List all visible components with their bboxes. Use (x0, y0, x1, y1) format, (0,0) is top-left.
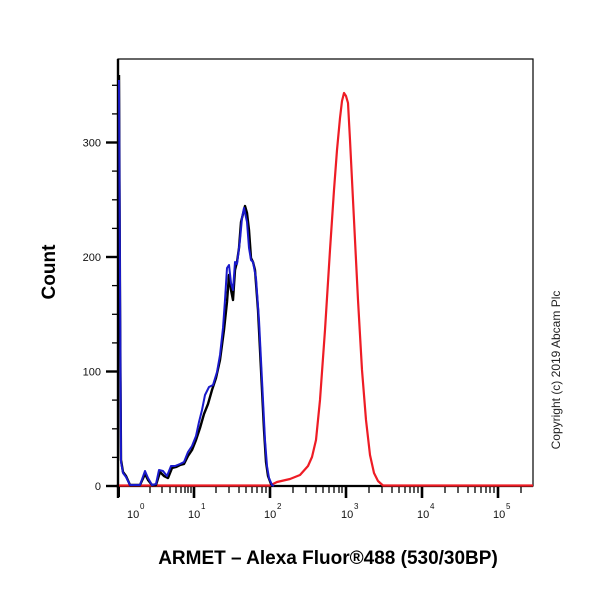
svg-text:10: 10 (264, 509, 276, 521)
series-armet-red (119, 91, 533, 487)
svg-text:1: 1 (201, 502, 206, 511)
plot-frame (117, 58, 534, 487)
y-axis-title: Count (39, 244, 60, 300)
y-axis-ticks (106, 84, 118, 488)
svg-text:3: 3 (354, 502, 359, 511)
svg-text:10: 10 (341, 509, 353, 521)
svg-text:10: 10 (127, 509, 139, 521)
copyright-annotation: Copyright (c) 2019 Abcam Plc (549, 291, 563, 450)
y-tick-200: 200 (83, 252, 101, 264)
svg-text:10: 10 (417, 509, 429, 521)
x-tick-labels: 10 0 10 1 10 2 10 3 10 4 10 5 (127, 502, 511, 521)
svg-text:10: 10 (493, 509, 505, 521)
svg-text:0: 0 (140, 502, 145, 511)
svg-text:10: 10 (188, 509, 200, 521)
y-tick-300: 300 (83, 138, 101, 150)
series-unstained-black (117, 74, 274, 487)
svg-text:2: 2 (277, 502, 282, 511)
x-axis-ticks (118, 486, 522, 498)
series-isotype-blue (118, 79, 275, 487)
y-tick-0: 0 (95, 481, 101, 493)
svg-text:5: 5 (506, 502, 511, 511)
svg-text:4: 4 (430, 502, 435, 511)
x-axis-title: ARMET – Alexa Fluor®488 (530/30BP) (158, 548, 498, 569)
y-tick-100: 100 (83, 367, 101, 379)
